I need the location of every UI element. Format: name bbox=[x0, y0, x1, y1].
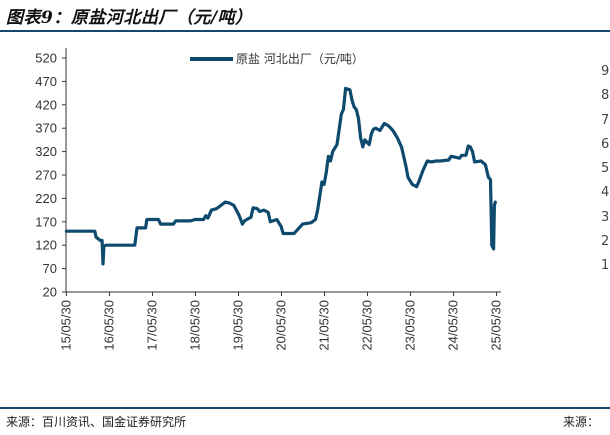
chart-legend: 原盐 河北出厂（元/吨） bbox=[190, 52, 364, 66]
x-tick-label: 16/05/30 bbox=[101, 300, 116, 351]
y-tick-label: 270 bbox=[35, 168, 57, 183]
y-tick-label: 420 bbox=[35, 97, 57, 112]
chart-series bbox=[64, 86, 497, 266]
cropped-axis-tick: 2 bbox=[601, 234, 610, 250]
x-tick-label: 17/05/30 bbox=[144, 300, 159, 351]
x-tick-label: 25/05/30 bbox=[489, 300, 504, 351]
cropped-axis-tick: 7 bbox=[601, 112, 610, 128]
cropped-axis-tick: 4 bbox=[601, 185, 610, 201]
legend-label: 原盐 河北出厂（元/吨） bbox=[236, 52, 364, 66]
cropped-axis-tick: 5 bbox=[601, 161, 610, 177]
x-tick-label: 21/05/30 bbox=[317, 300, 332, 351]
y-tick-label: 520 bbox=[35, 51, 57, 66]
y-tick-label: 220 bbox=[35, 191, 57, 206]
cropped-axis-tick: 8 bbox=[601, 88, 610, 104]
line-chart: 20 70 120 170 220 270 320 370 420 470 520 15/05/30… bbox=[35, 48, 504, 351]
cropped-axis-tick: 9 bbox=[601, 64, 610, 79]
y-tick-label: 320 bbox=[35, 144, 57, 159]
y-axis-ticks: 20 70 120 170 220 270 320 370 420 470 520 bbox=[35, 51, 66, 300]
y-tick-label: 20 bbox=[43, 285, 57, 300]
cropped-axis-tick: 6 bbox=[601, 136, 610, 152]
x-tick-label: 20/05/30 bbox=[274, 300, 289, 351]
title-rule bbox=[0, 30, 610, 32]
cropped-axis-tick: 3 bbox=[601, 209, 610, 225]
y-tick-label: 370 bbox=[35, 121, 57, 136]
x-tick-label: 23/05/30 bbox=[403, 300, 418, 351]
x-tick-label: 19/05/30 bbox=[230, 300, 245, 351]
x-tick-label: 24/05/30 bbox=[446, 300, 461, 351]
y-tick-label: 70 bbox=[43, 261, 57, 276]
chart-axes bbox=[65, 48, 501, 293]
cropped-neighbor-axis: 9 8 7 6 5 4 3 2 1 bbox=[601, 60, 610, 279]
x-axis-ticks: 15/05/30 16/05/30 17/05/30 18/05/30 19/05/30… bbox=[58, 292, 504, 351]
source-note: 来源：百川资讯、国金证券研究所 bbox=[6, 415, 187, 429]
cropped-axis-tick: 1 bbox=[601, 258, 610, 274]
x-tick-label: 15/05/30 bbox=[58, 300, 73, 351]
source-rule bbox=[0, 407, 610, 409]
x-tick-label: 22/05/30 bbox=[360, 300, 375, 351]
source-note-cropped: 来源： bbox=[563, 415, 600, 429]
y-tick-label: 120 bbox=[35, 238, 57, 253]
x-tick-label: 18/05/30 bbox=[187, 300, 202, 351]
y-tick-label: 170 bbox=[35, 214, 57, 229]
y-tick-label: 470 bbox=[35, 74, 57, 89]
figure-title: 图表9：原盐河北出厂（元/吨） bbox=[6, 8, 253, 28]
series-line bbox=[64, 86, 497, 266]
